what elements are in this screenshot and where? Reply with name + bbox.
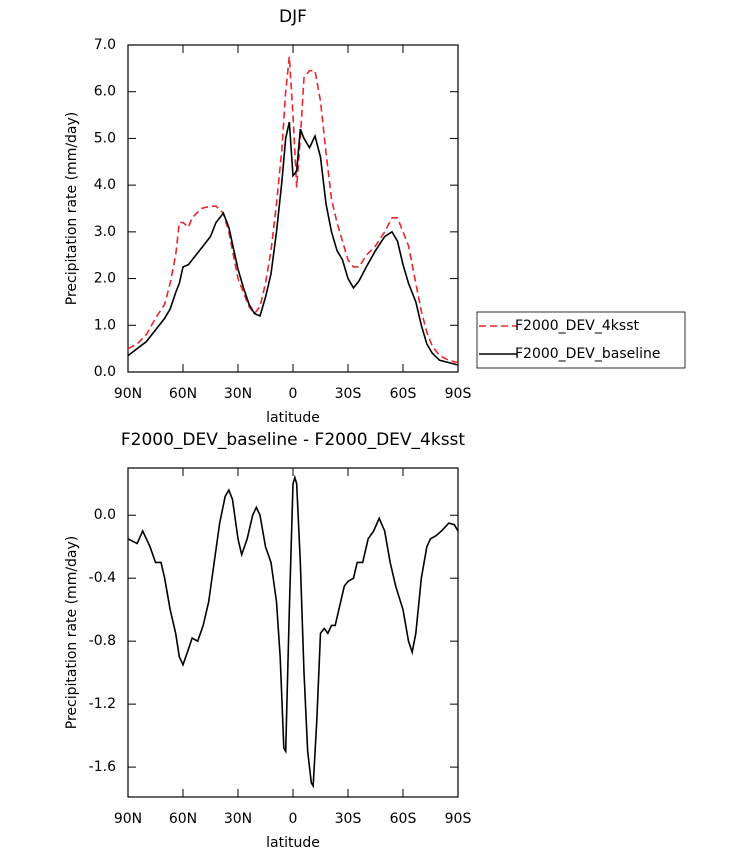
y-tick-label: 0.0	[94, 507, 116, 523]
chart-title: F2000_DEV_baseline - F2000_DEV_4ksst	[121, 430, 466, 450]
x-tick-label: 90S	[445, 811, 472, 827]
y-tick-label: 1.0	[94, 317, 116, 333]
data-line	[127, 474, 459, 789]
legend-label: F2000_DEV_4ksst	[515, 318, 639, 334]
y-tick-label: -1.2	[89, 696, 116, 712]
plot-frame	[127, 44, 459, 373]
x-tick-label: 90S	[445, 386, 472, 402]
legend-box	[476, 311, 686, 369]
plot-frame	[127, 467, 459, 798]
x-tick-label: 30S	[335, 386, 362, 402]
x-tick-label: 90N	[114, 811, 142, 827]
y-tick-label: 4.0	[94, 177, 116, 193]
y-tick-label: 3.0	[94, 224, 116, 240]
y-tick-label: 5.0	[94, 130, 116, 146]
x-tick-label: 60N	[169, 386, 197, 402]
y-axis-label: Precipitation rate (mm/day)	[64, 536, 80, 730]
y-tick-label: 2.0	[94, 271, 116, 287]
x-axis-label: latitude	[266, 410, 320, 426]
x-tick-label: 0	[289, 386, 298, 402]
x-tick-label: 30N	[224, 386, 252, 402]
x-tick-label: 60S	[390, 811, 417, 827]
y-tick-label: 6.0	[94, 84, 116, 100]
y-tick-label: -0.8	[89, 633, 116, 649]
y-tick-label: -1.6	[89, 759, 116, 775]
x-axis-label: latitude	[266, 835, 320, 851]
x-tick-label: 60S	[390, 386, 417, 402]
y-tick-label: -0.4	[89, 570, 116, 586]
x-tick-label: 30S	[335, 811, 362, 827]
x-tick-label: 30N	[224, 811, 252, 827]
x-tick-label: 60N	[169, 811, 197, 827]
chart-title: DJF	[279, 7, 307, 27]
y-tick-label: 0.0	[94, 364, 116, 380]
x-tick-label: 90N	[114, 386, 142, 402]
x-tick-label: 0	[289, 811, 298, 827]
y-tick-label: 7.0	[94, 37, 116, 53]
legend-label: F2000_DEV_baseline	[515, 346, 661, 362]
y-axis-label: Precipitation rate (mm/day)	[64, 112, 80, 306]
data-line	[127, 56, 459, 364]
data-line	[127, 121, 459, 366]
